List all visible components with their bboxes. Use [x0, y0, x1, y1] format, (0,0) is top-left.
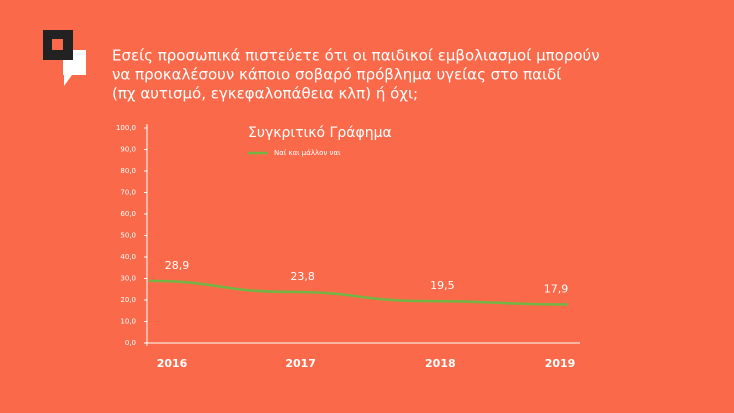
- y-tick-label: 20,0: [120, 296, 136, 304]
- data-label: 23,8: [290, 270, 315, 283]
- x-tick-label: 2016: [157, 357, 188, 370]
- data-label: 17,9: [544, 283, 569, 296]
- title-line: Εσείς προσωπικά πιστεύετε ότι οι παιδικο…: [112, 47, 600, 65]
- y-tick-label: 30,0: [120, 275, 136, 283]
- y-tick-label: 50,0: [120, 232, 136, 240]
- y-tick-label: 10,0: [120, 318, 136, 326]
- legend-label: Ναί και μάλλον ναι: [274, 149, 341, 157]
- y-tick-label: 0,0: [125, 339, 136, 347]
- y-tick-label: 70,0: [120, 189, 136, 197]
- line: [148, 279, 569, 306]
- x-tick-label: 2017: [285, 357, 316, 370]
- x-tick-label: 2019: [545, 357, 576, 370]
- data-label: 28,9: [165, 259, 190, 272]
- y-tick-label: 80,0: [120, 167, 136, 175]
- logo: [43, 30, 86, 86]
- y-tick-label: 90,0: [120, 146, 136, 154]
- y-tick-label: 40,0: [120, 253, 136, 261]
- y-tick-label: 100,0: [116, 124, 136, 132]
- title-line: (πχ αυτισμό, εγκεφαλοπάθεια κλπ) ή όχι;: [112, 85, 418, 103]
- data-label: 19,5: [430, 279, 455, 292]
- title-line: να προκαλέσουν κάποιο σοβαρό πρόβλημα υγ…: [112, 66, 561, 84]
- x-tick-label: 2018: [425, 357, 456, 370]
- chart-subtitle: Συγκριτικό Γράφημα: [248, 125, 392, 141]
- y-tick-label: 60,0: [120, 210, 136, 218]
